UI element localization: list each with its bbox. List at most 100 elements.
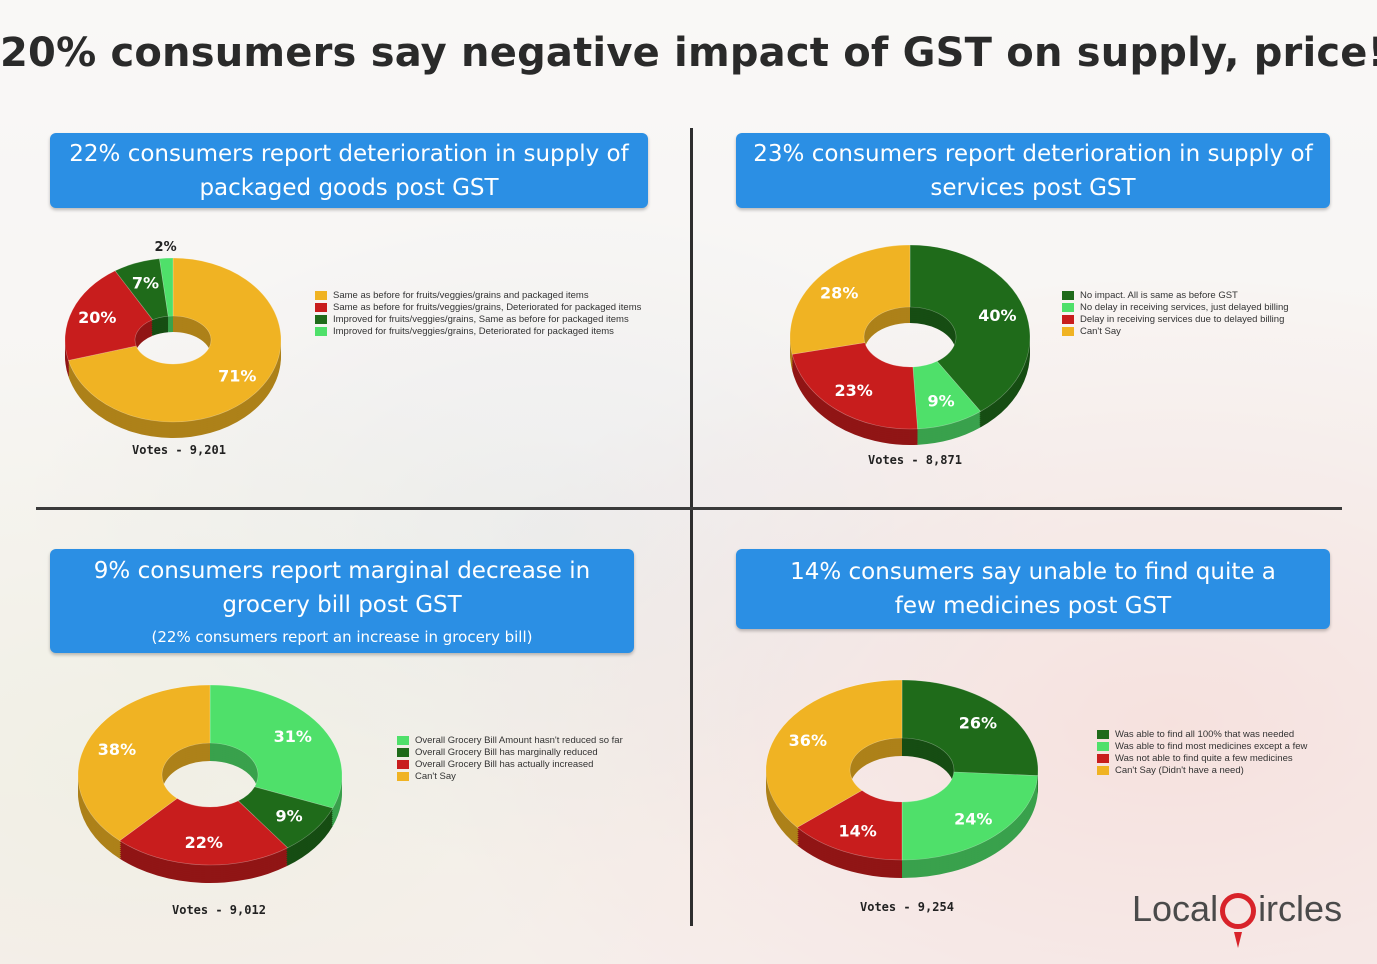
legend-item: Overall Grocery Bill has marginally redu… (397, 746, 623, 758)
panel-1-donut: 71% 20% 7% 2% (64, 240, 282, 438)
legend-item: Can't Say (397, 770, 623, 782)
legend-swatch (1097, 741, 1109, 751)
legend-item: Was not able to find quite a few medicin… (1097, 752, 1307, 764)
slice-label: 36% (789, 731, 827, 750)
panel-3-votes: Votes - 9,012 (172, 903, 266, 917)
pie-slice (119, 797, 289, 866)
vertical-divider (690, 128, 693, 926)
legend-item: Was able to find most medicines except a… (1097, 740, 1307, 752)
pie-slice (114, 258, 169, 321)
pie-slice (901, 771, 1039, 861)
legend-label: Was able to find all 100% that was neede… (1115, 728, 1295, 740)
slice-label: 23% (835, 381, 873, 400)
pie-slice (796, 790, 903, 861)
logo-circle-icon (1220, 893, 1257, 948)
legend-label: Delay in receiving services due to delay… (1080, 313, 1285, 325)
legend-label: Overall Grocery Bill Amount hasn't reduc… (415, 734, 623, 746)
slice-label: 40% (978, 306, 1016, 325)
legend-label: Improved for fruits/veggies/grains, Same… (333, 313, 629, 325)
slice-label: 2% (155, 240, 177, 255)
legend-swatch (315, 314, 327, 324)
legend-label: Was not able to find quite a few medicin… (1115, 752, 1293, 764)
pie-slice (912, 360, 982, 430)
panel-4-votes: Votes - 9,254 (860, 900, 954, 914)
pie-slice (77, 684, 211, 841)
legend-swatch (1062, 290, 1074, 300)
pie-slice (909, 244, 1031, 412)
legend-swatch (1062, 314, 1074, 324)
legend-label: No delay in receiving services, just del… (1080, 301, 1289, 313)
legend-label: Can't Say (Didn't have a need) (1115, 764, 1244, 776)
legend-swatch (397, 735, 409, 745)
slice-label: 26% (959, 713, 997, 732)
legend-label: Can't Say (1080, 325, 1121, 337)
legend-label: Improved for fruits/veggies/grains, Dete… (333, 325, 614, 337)
panel-2-title: 23% consumers report deterioration in su… (753, 140, 1313, 201)
pie-slice (791, 342, 918, 430)
localcircles-logo: Local ircles (1132, 888, 1343, 948)
legend-swatch (1062, 326, 1074, 336)
pie-slice (765, 679, 903, 828)
legend-item: Improved for fruits/veggies/grains, Dete… (315, 325, 641, 337)
slice-label: 14% (839, 821, 877, 840)
pie-slice (789, 244, 911, 355)
slice-label: 28% (820, 283, 858, 302)
pie-slice (67, 257, 282, 423)
legend-label: No impact. All is same as before GST (1080, 289, 1238, 301)
legend-swatch (1097, 765, 1109, 775)
slice-label: 24% (954, 810, 992, 829)
legend-item: Was able to find all 100% that was neede… (1097, 728, 1307, 740)
legend-label: Can't Say (415, 770, 456, 782)
legend-swatch (315, 290, 327, 300)
legend-item: Same as before for fruits/veggies/grains… (315, 289, 641, 301)
legend-item: No impact. All is same as before GST (1062, 289, 1289, 301)
legend-swatch (397, 771, 409, 781)
legend-swatch (1097, 729, 1109, 739)
legend-item: Overall Grocery Bill has actually increa… (397, 758, 623, 770)
panel-3-banner: 9% consumers report marginal decrease in… (50, 549, 634, 653)
legend-swatch (1062, 302, 1074, 312)
pie-slice (64, 270, 154, 361)
panel-1-legend: Same as before for fruits/veggies/grains… (315, 289, 641, 337)
legend-item: Improved for fruits/veggies/grains, Same… (315, 313, 641, 325)
logo-text-local: Local (1132, 888, 1219, 929)
panel-1-votes: Votes - 9,201 (132, 443, 226, 457)
panel-3-donut: 31% 9% 22% 38% (77, 684, 343, 883)
panel-4-title: 14% consumers say unable to find quite a… (790, 559, 1276, 619)
legend-item: Can't Say (Didn't have a need) (1097, 764, 1307, 776)
legend-label: Was able to find most medicines except a… (1115, 740, 1308, 752)
legend-label: Same as before for fruits/veggies/grains… (333, 289, 589, 301)
slice-label: 31% (274, 727, 312, 746)
legend-label: Overall Grocery Bill has marginally redu… (415, 746, 598, 758)
panel-3-legend: Overall Grocery Bill Amount hasn't reduc… (397, 734, 623, 782)
panel-4-legend: Was able to find all 100% that was neede… (1097, 728, 1307, 776)
legend-item: Same as before for fruits/veggies/grains… (315, 301, 641, 313)
legend-item: Delay in receiving services due to delay… (1062, 313, 1289, 325)
slice-label: 38% (98, 740, 136, 759)
slice-label: 71% (218, 367, 256, 386)
legend-label: Same as before for fruits/veggies/grains… (333, 301, 642, 313)
panel-2-banner: 23% consumers report deterioration in su… (736, 133, 1330, 208)
legend-label: Overall Grocery Bill has actually increa… (415, 758, 594, 770)
legend-swatch (315, 302, 327, 312)
pie-slice (209, 684, 343, 809)
logo-text-ircles: ircles (1258, 888, 1343, 929)
panel-2-donut: 40% 9% 23% 28% (789, 244, 1031, 445)
panel-2-legend: No impact. All is same as before GST No d… (1062, 289, 1289, 337)
horizontal-divider (36, 507, 1342, 510)
panel-2-votes: Votes - 8,871 (868, 453, 962, 467)
panel-1-title: 22% consumers report deterioration in su… (69, 140, 629, 201)
pie-slice (159, 257, 174, 317)
slice-label: 20% (78, 308, 116, 327)
slice-label: 9% (275, 807, 302, 826)
pie-slice (901, 679, 1039, 776)
legend-swatch (315, 326, 327, 336)
legend-item: No delay in receiving services, just del… (1062, 301, 1289, 313)
panel-4-banner: 14% consumers say unable to find quite a… (736, 549, 1330, 629)
slice-label: 22% (185, 833, 223, 852)
legend-item: Overall Grocery Bill Amount hasn't reduc… (397, 734, 623, 746)
slice-label: 9% (928, 391, 955, 410)
legend-item: Can't Say (1062, 325, 1289, 337)
pie-slice (237, 786, 334, 849)
legend-swatch (397, 747, 409, 757)
